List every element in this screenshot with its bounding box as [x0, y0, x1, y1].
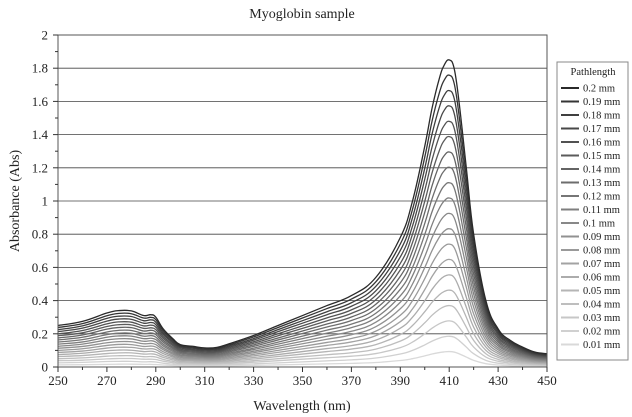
series-line-0-03-mm — [57, 320, 548, 366]
series-line-0-07-mm — [57, 258, 548, 363]
legend-item: 0.03 mm — [561, 313, 620, 324]
series-line-0-17-mm — [57, 105, 548, 357]
legend-item: 0.07 mm — [561, 259, 620, 270]
legend-item: 0.13 mm — [561, 178, 620, 189]
y-tick-label: 0.8 — [32, 227, 48, 242]
series-line-0-12-mm — [57, 182, 548, 360]
legend-item: 0.05 mm — [561, 286, 620, 297]
legend-label: 0.11 mm — [583, 205, 620, 216]
legend-item: 0.09 mm — [561, 232, 620, 243]
legend-item: 0.14 mm — [561, 165, 620, 176]
legend-label: 0.07 mm — [583, 259, 620, 270]
legend-item: 0.19 mm — [561, 97, 620, 108]
legend-label: 0.13 mm — [583, 178, 620, 189]
legend-label: 0.15 mm — [583, 151, 620, 162]
series-line-0-05-mm — [57, 289, 548, 365]
series-line-0-2-mm — [57, 59, 548, 355]
x-tick-label: 430 — [488, 373, 508, 388]
y-axis-title: Absorbance (Abs) — [8, 150, 23, 253]
series-line-0-19-mm — [57, 74, 548, 356]
series-line-0-16-mm — [57, 120, 548, 358]
legend-item: 0.06 mm — [561, 273, 620, 284]
legend-label: 0.03 mm — [583, 313, 620, 324]
legend-item: 0.01 mm — [561, 340, 620, 351]
x-tick-label: 250 — [48, 373, 68, 388]
legend-label: 0.1 mm — [583, 219, 615, 230]
legend-item: 0.16 mm — [561, 138, 620, 149]
y-tick-label: 1.6 — [32, 94, 49, 109]
legend-label: 0.06 mm — [583, 273, 620, 284]
series-line-0-18-mm — [57, 89, 548, 356]
series-line-0-1-mm — [57, 212, 548, 362]
x-tick-label: 370 — [342, 373, 362, 388]
series-lines — [57, 59, 548, 367]
legend-label: 0.04 mm — [583, 300, 620, 311]
legend-label: 0.14 mm — [583, 165, 620, 176]
legend-label: 0.09 mm — [583, 232, 620, 243]
series-line-0-11-mm — [57, 197, 548, 361]
x-tick-label: 410 — [439, 373, 459, 388]
legend-title: Pathlength — [571, 67, 617, 78]
series-line-0-04-mm — [57, 304, 548, 365]
legend-label: 0.2 mm — [583, 84, 615, 95]
legend-item: 0.1 mm — [561, 219, 615, 230]
legend-label: 0.01 mm — [583, 340, 620, 351]
legend-item: 0.2 mm — [561, 84, 615, 95]
y-tick-label: 1 — [42, 194, 49, 209]
legend-item: 0.12 mm — [561, 192, 620, 203]
y-tick-label: 0.2 — [32, 326, 48, 341]
legend-item: 0.11 mm — [561, 205, 620, 216]
gridlines — [58, 67, 547, 335]
legend: Pathlength 0.2 mm0.19 mm0.18 mm0.17 mm0.… — [556, 61, 629, 361]
series-line-0-13-mm — [57, 166, 548, 360]
legend-label: 0.08 mm — [583, 246, 620, 257]
series-line-0-14-mm — [57, 151, 548, 359]
legend-item: 0.15 mm — [561, 151, 620, 162]
x-axis-title: Wavelength (nm) — [253, 399, 351, 414]
legend-item: 0.02 mm — [561, 327, 620, 338]
x-tick-label: 290 — [146, 373, 166, 388]
series-line-0-01-mm — [57, 350, 548, 367]
y-tick-label: 0.4 — [32, 293, 49, 308]
legend-label: 0.12 mm — [583, 192, 620, 203]
series-line-0-15-mm — [57, 135, 548, 358]
y-tick-label: 0 — [42, 360, 49, 375]
series-line-0-09-mm — [57, 228, 548, 362]
legend-item: 0.08 mm — [561, 246, 620, 257]
y-tick-label: 1.4 — [32, 127, 49, 142]
series-line-0-02-mm — [57, 335, 548, 367]
x-tick-label: 310 — [195, 373, 215, 388]
axis-ticks: 250 270 290 310 330 350 370 390 410 430 450 0 0.2 0.4… — [32, 28, 557, 389]
legend-items: 0.2 mm 0.19 mm 0.18 mm 0.17 mm 0.16 mm 0.15 m… — [561, 84, 620, 351]
legend-label: 0.18 mm — [583, 111, 620, 122]
legend-label: 0.02 mm — [583, 327, 620, 338]
legend-item: 0.18 mm — [561, 111, 620, 122]
series-line-0-08-mm — [57, 243, 548, 363]
legend-label: 0.17 mm — [583, 124, 620, 135]
legend-label: 0.16 mm — [583, 138, 620, 149]
legend-label: 0.05 mm — [583, 286, 620, 297]
x-tick-label: 450 — [537, 373, 557, 388]
legend-item: 0.04 mm — [561, 300, 620, 311]
legend-label: 0.19 mm — [583, 97, 620, 108]
y-tick-label: 1.8 — [32, 61, 48, 76]
x-tick-label: 390 — [391, 373, 411, 388]
chart-title: Myoglobin sample — [249, 7, 354, 22]
y-tick-label: 0.6 — [32, 260, 49, 275]
series-line-0-06-mm — [57, 274, 548, 364]
legend-item: 0.17 mm — [561, 124, 620, 135]
legend-box — [556, 61, 629, 361]
x-tick-label: 270 — [97, 373, 117, 388]
y-tick-label: 2 — [42, 28, 49, 43]
x-tick-label: 330 — [244, 373, 264, 388]
x-tick-label: 350 — [293, 373, 313, 388]
y-tick-label: 1.2 — [32, 160, 48, 175]
